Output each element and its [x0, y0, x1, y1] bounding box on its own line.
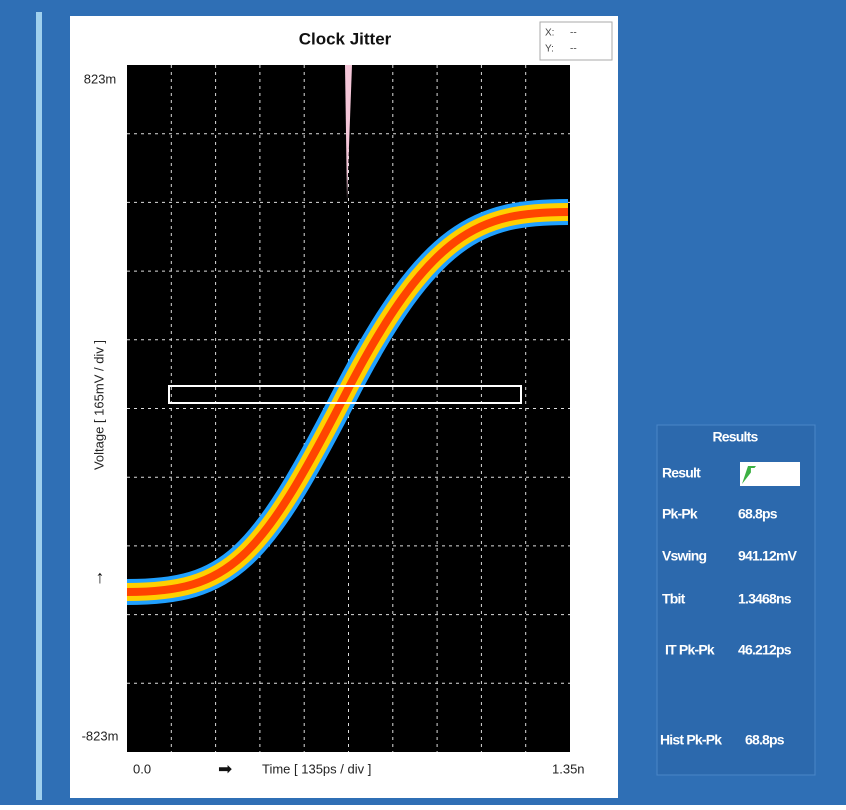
- x-arrow: ➡: [218, 759, 232, 778]
- result-label: Vswing: [662, 548, 706, 564]
- result-value: 941.12mV: [738, 548, 798, 564]
- result-label: Pk-Pk: [662, 506, 698, 522]
- x-left-label: 0.0: [133, 761, 151, 776]
- x-axis-title: Time [ 135ps / div ]: [262, 761, 371, 776]
- results-title: Results: [713, 429, 759, 445]
- cursor-x-value: --: [570, 28, 577, 39]
- result-value: 46.212ps: [738, 642, 792, 658]
- cursor-y: Y:: [545, 44, 554, 55]
- screen: Clock Jitter X: -- Y: -- 823m -823m Volt…: [0, 0, 846, 805]
- cursor-y-value: --: [570, 44, 577, 55]
- result-label: IT Pk-Pk: [665, 642, 715, 658]
- plot-title: Clock Jitter: [299, 29, 392, 48]
- result-label: Tbit: [662, 591, 686, 607]
- result-value: 68.8ps: [738, 506, 778, 522]
- page: Clock Jitter X: -- Y: -- 823m -823m Volt…: [0, 0, 846, 805]
- result-value: PASS: [750, 465, 784, 481]
- result-value: 68.8ps: [745, 732, 785, 748]
- result-value: 1.3468ns: [738, 591, 792, 607]
- y-bottom-label: -823m: [82, 728, 119, 743]
- y-arrow: ↑: [96, 567, 105, 587]
- y-top-label: 823m: [84, 71, 117, 86]
- result-label: Result: [662, 465, 701, 481]
- result-label: Hist Pk-Pk: [660, 732, 722, 748]
- cursor-x: X:: [545, 28, 554, 39]
- y-axis-title: Voltage [ 165mV / div ]: [91, 340, 106, 470]
- side-stripe: [36, 12, 42, 800]
- x-right-label: 1.35n: [552, 761, 585, 776]
